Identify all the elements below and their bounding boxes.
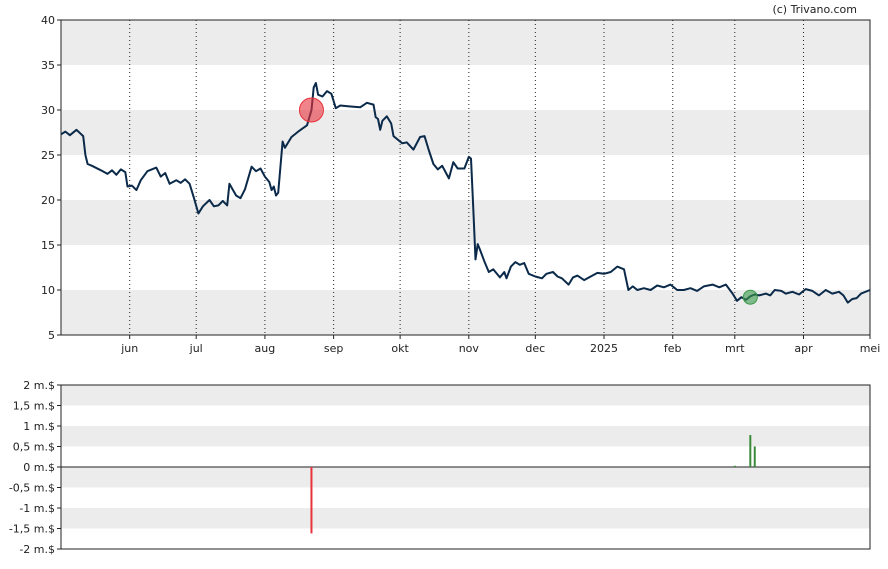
y-tick-label: 10 bbox=[41, 284, 55, 297]
grid-band bbox=[61, 426, 870, 447]
y-tick-label: 30 bbox=[41, 104, 55, 117]
x-tick-label: aug bbox=[255, 342, 276, 355]
x-tick-label: 2025 bbox=[590, 342, 618, 355]
grid-band bbox=[61, 467, 870, 488]
y-tick-label: 5 bbox=[48, 329, 55, 342]
y-tick-label: 0,5 m.$ bbox=[13, 441, 55, 454]
grid-band bbox=[61, 110, 870, 155]
x-tick-label: dec bbox=[525, 342, 545, 355]
x-tick-label: okt bbox=[391, 342, 409, 355]
y-tick-label: 40 bbox=[41, 14, 55, 27]
y-tick-label: -2 m.$ bbox=[19, 543, 55, 556]
y-tick-label: 25 bbox=[41, 149, 55, 162]
y-tick-label: 15 bbox=[41, 239, 55, 252]
insider-volume-chart: 2 m.$ 1,5 m.$ 1 m.$ 0,5 m.$ 0 m.$ -0,5 m.$ -1 … bbox=[9, 379, 871, 556]
grid-band bbox=[61, 508, 870, 529]
x-tick-label: apr bbox=[794, 342, 813, 355]
y-tick-label: 2 m.$ bbox=[23, 379, 55, 392]
y-tick-label: -0,5 m.$ bbox=[9, 482, 55, 495]
price-line bbox=[60, 82, 871, 304]
x-tick-label: sep bbox=[324, 342, 343, 355]
x-tick-label: mrt bbox=[725, 342, 745, 355]
y-tick-label: 20 bbox=[41, 194, 55, 207]
y-tick-label: -1 m.$ bbox=[19, 502, 55, 515]
plot-frame bbox=[60, 384, 871, 550]
y-tick-label: 0 m.$ bbox=[23, 461, 55, 474]
x-tick-label: jul bbox=[189, 342, 203, 355]
y-tick-label: 1,5 m.$ bbox=[13, 400, 55, 413]
y-tick-label: -1,5 m.$ bbox=[9, 523, 55, 536]
plot-frame bbox=[60, 19, 871, 336]
grid-band bbox=[61, 385, 870, 406]
y-tick-label: 1 m.$ bbox=[23, 420, 55, 433]
credit-label: (c) Trivano.com bbox=[772, 3, 857, 16]
trade-marker bbox=[742, 289, 758, 305]
grid-band bbox=[61, 200, 870, 245]
x-tick-label: feb bbox=[664, 342, 682, 355]
grid-band bbox=[61, 20, 870, 65]
trade-marker bbox=[298, 97, 324, 123]
x-tick-label: nov bbox=[459, 342, 480, 355]
price-chart: jun jul aug sep okt nov dec 2025 feb mrt apr mei510… bbox=[41, 14, 880, 355]
y-tick-label: 35 bbox=[41, 59, 55, 72]
x-tick-label: mei bbox=[860, 342, 881, 355]
x-tick-label: jun bbox=[120, 342, 138, 355]
